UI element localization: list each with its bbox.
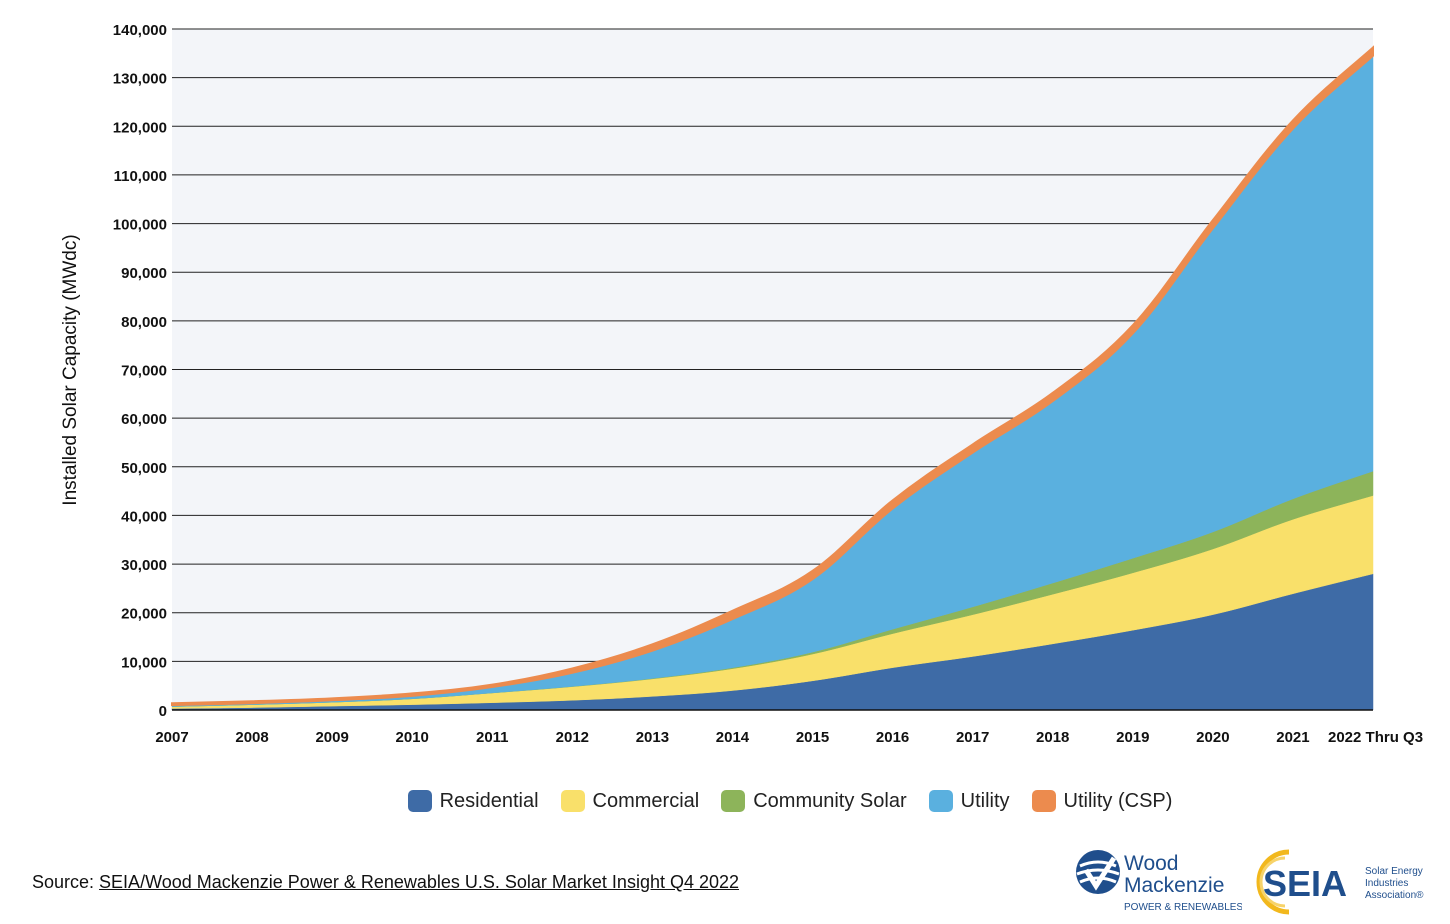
source-link[interactable]: SEIA/Wood Mackenzie Power & Renewables U… bbox=[99, 872, 740, 892]
y-tick-label: 120,000 bbox=[113, 119, 167, 136]
y-tick-label: 0 bbox=[159, 703, 167, 720]
x-tick-label: 2020 bbox=[1196, 729, 1229, 746]
legend-item: Residential bbox=[407, 789, 539, 813]
x-tick-label: 2010 bbox=[396, 729, 429, 746]
gridlines bbox=[172, 28, 1373, 662]
wood-mackenzie-globe-icon bbox=[1076, 850, 1120, 894]
y-tick-label: 60,000 bbox=[121, 411, 167, 428]
legend-label: Community Solar bbox=[753, 789, 907, 812]
seia-text2: Industries bbox=[1365, 878, 1408, 889]
legend-label: Utility (CSP) bbox=[1063, 789, 1173, 812]
y-tick-label: 110,000 bbox=[114, 168, 167, 185]
y-tick-label: 140,000 bbox=[113, 22, 167, 39]
x-tick-label: 2014 bbox=[716, 729, 750, 746]
legend-swatch bbox=[928, 790, 953, 812]
x-tick-label: 2018 bbox=[1036, 729, 1069, 746]
y-axis-label: Installed Solar Capacity (MWdc) bbox=[60, 234, 81, 505]
y-tick-label: 30,000 bbox=[121, 557, 167, 574]
legend-swatch bbox=[721, 790, 746, 812]
seia-text1: Solar Energy bbox=[1365, 866, 1423, 877]
legend-item: Utility bbox=[928, 789, 1010, 813]
y-tick-label: 40,000 bbox=[121, 508, 167, 525]
legend-item: Commercial bbox=[560, 789, 700, 813]
x-tick-label: 2013 bbox=[636, 729, 669, 746]
seia-mark: SEIA bbox=[1263, 863, 1347, 904]
x-tick-label: 2016 bbox=[876, 729, 909, 746]
x-tick-label: 2022 Thru Q3 bbox=[1328, 729, 1423, 746]
source-prefix: Source: bbox=[32, 872, 100, 892]
legend-swatch bbox=[1031, 790, 1056, 812]
y-tick-label: 80,000 bbox=[121, 314, 167, 331]
seia-logo: SEIA Solar Energy Industries Association… bbox=[1256, 849, 1424, 915]
legend-swatch bbox=[560, 790, 585, 812]
x-tick-label: 2008 bbox=[235, 729, 268, 746]
x-tick-label: 2011 bbox=[476, 729, 509, 746]
legend-item: Utility (CSP) bbox=[1031, 789, 1173, 813]
legend-item: Community Solar bbox=[721, 789, 907, 813]
x-tick-label: 2009 bbox=[315, 729, 348, 746]
x-tick-label: 2007 bbox=[155, 729, 188, 746]
source-note: Source: SEIA/Wood Mackenzie Power & Rene… bbox=[32, 872, 739, 893]
wood-mackenzie-tagline: POWER & RENEWABLES bbox=[1124, 902, 1242, 913]
legend-label: Commercial bbox=[592, 789, 700, 812]
x-tick-labels: 2007 2008 2009 2010 2011 2012 2013 2014 2015 2016… bbox=[155, 729, 1423, 746]
seia-sun-icon bbox=[1256, 849, 1290, 915]
y-tick-label: 130,000 bbox=[113, 71, 167, 88]
area-utility-csp bbox=[171, 45, 1374, 707]
legend-label: Utility bbox=[960, 789, 1010, 812]
wood-mackenzie-line2: Mackenzie bbox=[1124, 874, 1224, 897]
wood-mackenzie-line1: Wood bbox=[1124, 852, 1178, 875]
wood-mackenzie-logo: Wood Mackenzie POWER & RENEWABLES bbox=[1076, 850, 1242, 913]
x-tick-label: 2015 bbox=[796, 729, 829, 746]
seia-text3: Association® bbox=[1365, 890, 1424, 901]
areas bbox=[171, 45, 1374, 711]
y-tick-label: 10,000 bbox=[121, 654, 167, 671]
y-tick-label: 70,000 bbox=[121, 363, 167, 380]
y-tick-label: 90,000 bbox=[121, 265, 167, 282]
x-tick-label: 2017 bbox=[956, 729, 989, 746]
y-tick-label: 100,000 bbox=[113, 217, 167, 234]
chart: 0 10,000 20,000 30,000 40,000 50,000 60,000 70,… bbox=[60, 22, 1423, 746]
legend: Residential Commercial Community Solar Util… bbox=[0, 786, 1450, 816]
x-tick-label: 2019 bbox=[1116, 729, 1149, 746]
y-tick-labels: 0 10,000 20,000 30,000 40,000 50,000 60,000 70,… bbox=[113, 22, 167, 720]
x-tick-label: 2012 bbox=[556, 729, 589, 746]
y-tick-label: 20,000 bbox=[121, 606, 167, 623]
x-tick-label: 2021 bbox=[1276, 729, 1309, 746]
legend-swatch bbox=[407, 790, 432, 812]
y-tick-label: 50,000 bbox=[121, 460, 167, 477]
legend-label: Residential bbox=[439, 789, 539, 812]
